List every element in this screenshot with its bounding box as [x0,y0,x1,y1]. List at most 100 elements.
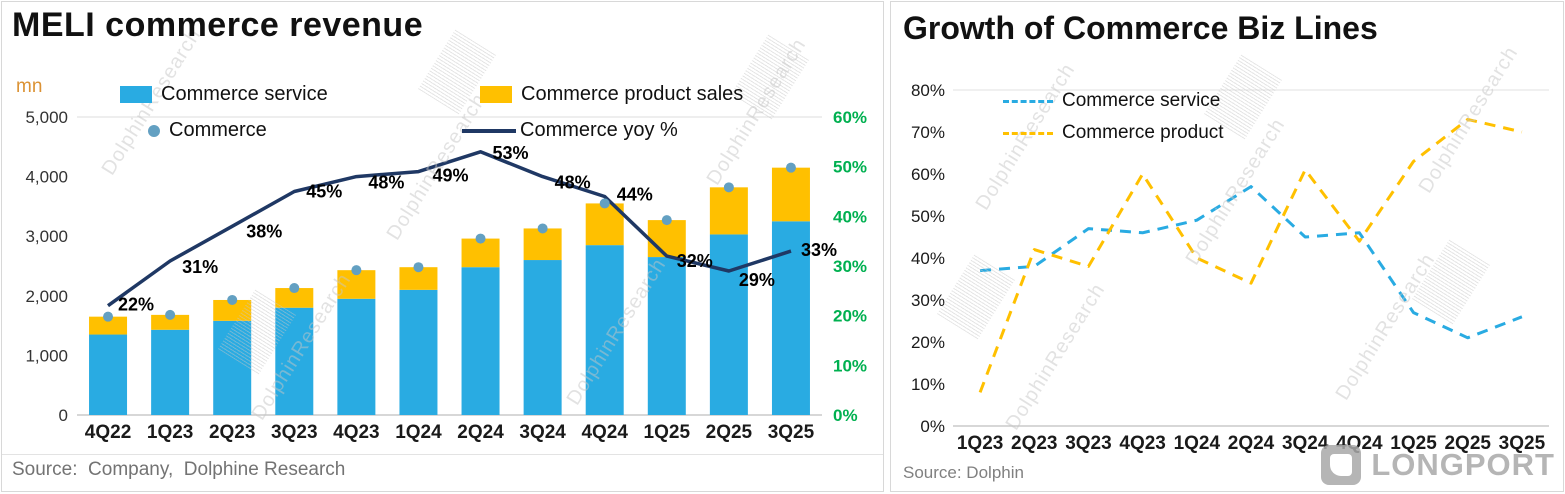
growth-biz-lines-panel: 0% 10% 20% 30% 40% 50% 60% 70% 80% 1Q23 2Q23 3Q23 4Q… [890,1,1564,492]
growth-line-commerce-product [978,117,1523,393]
commerce-dot-swatch [148,124,160,137]
commerce-total-dot [785,162,796,173]
x-tick-label: 2Q25 [1444,433,1491,454]
x-tick-label: 1Q23 [147,422,193,443]
legend-label-growth-service: Commerce service [1062,90,1221,111]
commerce-total-dot [351,265,362,276]
bar-commerce-service [647,257,686,415]
x-tick-label: 1Q24 [395,422,442,443]
yoy-data-label: 44% [617,184,653,204]
yoy-data-label: 45% [306,182,342,202]
y-tick-label: 30% [911,291,945,310]
y-tick-label: 50% [911,207,945,226]
yoy-data-label: 32% [677,251,713,271]
commerce-product-swatch [480,86,512,103]
right-y-tick-label: 10% [833,356,867,375]
commerce-total-dot [661,215,672,226]
x-tick-label: 4Q23 [333,422,379,443]
left-y-tick-label: 0 [59,406,68,425]
commerce-total-dot [475,233,486,244]
left-y-tick-label: 1,000 [25,346,68,365]
x-tick-label: 2Q23 [209,422,255,443]
growth-biz-lines-chart: 0% 10% 20% 30% 40% 50% 60% 70% 80% 1Q23 2Q23 3Q23 4Q… [911,81,1549,454]
bar-commerce-product-sales [523,228,562,261]
bar-commerce-service [337,298,376,415]
x-tick-label: 4Q24 [581,422,628,443]
bar-commerce-service [585,245,624,415]
yoy-data-label: 33% [801,240,837,260]
right-source-note: Source: Dolphin [903,463,1024,482]
y-tick-label: 80% [911,81,945,100]
commerce-yoy-line-swatch [462,128,516,133]
x-tick-label: 1Q25 [644,422,691,443]
legend-label-commerce-service: Commerce service [161,83,328,105]
yoy-data-label: 29% [739,270,775,290]
commerce-revenue-panel: 0 1,000 2,000 3,000 4,000 5,000 0% 10% 20% 30% 40%… [1,1,884,492]
bar-commerce-product-sales [771,167,810,222]
commerce-total-dot [227,294,238,305]
y-tick-label: 60% [911,165,945,184]
yoy-data-label: 49% [432,166,468,186]
y-axis-unit-label: mn [16,76,43,97]
source-divider [2,454,883,455]
yoy-data-label: 38% [246,221,282,241]
bar-commerce-service [89,334,128,415]
yoy-data-label: 48% [555,173,591,193]
growth-line-commerce-service [979,185,1523,340]
x-tick-label: 3Q25 [1499,433,1546,454]
x-tick-label: 2Q24 [457,422,504,443]
x-tick-label: 3Q23 [1065,433,1111,454]
bar-commerce-service [213,320,252,415]
bar-commerce-service [523,260,562,415]
commerce-total-dot [413,262,424,273]
x-tick-label: 2Q23 [1011,433,1057,454]
bar-commerce-product-sales [399,267,438,290]
longport-logo-text: LONGPORT [1371,447,1555,482]
x-tick-label: 1Q23 [957,433,1003,454]
right-y-tick-label: 50% [833,158,867,177]
right-y-tick-label: 40% [833,207,867,226]
commerce-total-dot [165,309,176,320]
growth-service-swatch [1003,99,1053,103]
x-tick-label: 1Q24 [1174,433,1221,454]
legend-label-growth-product: Commerce product [1062,122,1224,143]
commerce-total-dot [599,198,610,209]
y-tick-label: 10% [911,375,945,394]
y-tick-label: 0% [920,417,945,436]
commerce-yoy-line [106,150,792,308]
commerce-total-dot [723,182,734,193]
bar-commerce-service [275,307,314,415]
left-y-tick-label: 2,000 [25,287,68,306]
right-y-tick-label: 60% [833,108,867,127]
legend-label-commerce-yoy: Commerce yoy % [520,119,678,141]
longport-logo: LONGPORT [1321,445,1555,485]
y-tick-label: 20% [911,333,945,352]
legend-item-commerce-service: Commerce service [120,83,328,106]
left-chart-title: MELI commerce revenue [12,6,424,44]
left-y-tick-label: 5,000 [25,108,68,127]
x-tick-label: 4Q23 [1119,433,1165,454]
x-tick-label: 3Q24 [1282,433,1329,454]
x-tick-label: 2Q24 [1228,433,1275,454]
bar-commerce-product-sales [213,299,252,321]
legend-item-commerce-product-sales: Commerce product sales [480,83,743,106]
left-y-tick-label: 4,000 [25,168,68,187]
legend-item-commerce-yoy: Commerce yoy % [462,119,678,142]
legend-label-commerce: Commerce [169,119,267,141]
commerce-total-dot [537,223,548,234]
yoy-data-label: 31% [182,257,218,277]
bar-commerce-product-sales [709,187,748,235]
x-tick-label: 2Q25 [706,422,753,443]
commerce-total-dot [103,311,114,322]
y-tick-label: 40% [911,249,945,268]
legend-label-commerce-product-sales: Commerce product sales [521,83,744,105]
x-tick-label: 3Q24 [519,422,566,443]
commerce-service-swatch [120,86,152,103]
x-tick-label: 1Q25 [1390,433,1437,454]
yoy-data-label: 48% [368,173,404,193]
legend-item-commerce: Commerce [148,119,267,142]
y-tick-label: 70% [911,123,945,142]
bar-commerce-service [399,289,438,415]
commerce-total-dot [289,283,300,294]
bar-commerce-product-sales [151,314,190,330]
